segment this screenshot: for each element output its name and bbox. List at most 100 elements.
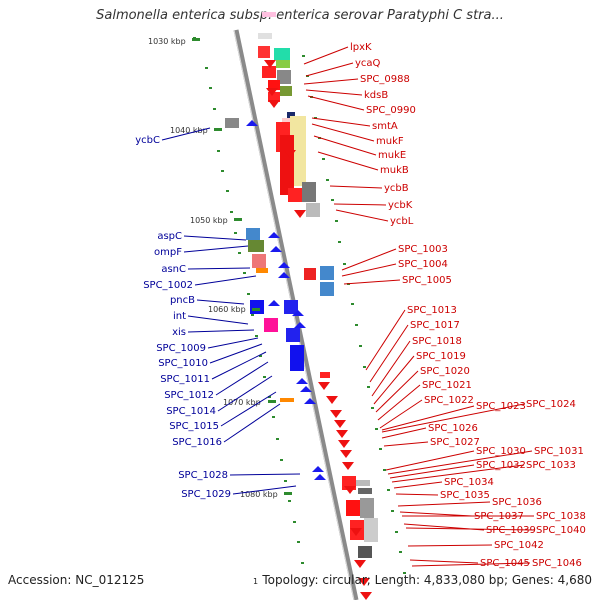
forward-gene-label[interactable]: kdsB: [364, 90, 388, 101]
reverse-gene-label[interactable]: SPC_1009: [156, 343, 206, 354]
forward-gene-label[interactable]: ycbL: [390, 216, 414, 227]
gene-feature: [320, 266, 334, 280]
forward-gene-label[interactable]: mukF: [376, 136, 404, 147]
reverse-gene-label[interactable]: aspC: [157, 231, 182, 242]
reverse-gene-label[interactable]: SPC_1012: [164, 390, 214, 401]
forward-gene-label[interactable]: lpxK: [350, 42, 372, 53]
reverse-gene-leader: [187, 329, 255, 333]
tick-dash: [375, 428, 378, 430]
forward-gene-leader: [371, 340, 411, 397]
forward-gene-label[interactable]: SPC_1026: [428, 423, 478, 434]
forward-gene-leader: [305, 62, 354, 77]
forward-gene-label[interactable]: mukB: [380, 165, 409, 176]
gene-feature: [346, 500, 360, 516]
forward-gene-labels: lpxK ycaQ SPC_0988 kdsB SPC_0990 smtA mukF mukE…: [303, 42, 586, 569]
kbp-tick-label: 1040 kbp: [170, 126, 208, 135]
forward-gene-label[interactable]: SPC_1038: [536, 511, 586, 522]
forward-gene-leader: [373, 355, 415, 405]
forward-gene-label[interactable]: SPC_1023: [476, 401, 526, 412]
forward-arrow: [344, 486, 356, 494]
forward-gene-label[interactable]: SPC_1018: [412, 336, 462, 347]
forward-gene-label[interactable]: SPC_1030: [476, 446, 526, 457]
forward-gene-label[interactable]: SPC_1046: [532, 558, 582, 569]
gene-feature: [268, 80, 280, 90]
forward-gene-label[interactable]: SPC_1040: [536, 525, 586, 536]
tick-dash: [243, 272, 246, 274]
forward-gene-label[interactable]: SPC_1024: [526, 399, 576, 410]
forward-gene-label[interactable]: SPC_1042: [494, 540, 544, 551]
gene-feature: [302, 182, 316, 202]
reverse-gene-label[interactable]: int: [173, 311, 186, 322]
kbp-tick-mark: [214, 128, 222, 131]
tick-dash: [387, 489, 390, 491]
reverse-gene-label[interactable]: SPC_1011: [160, 374, 210, 385]
reverse-gene-label[interactable]: pncB: [170, 295, 195, 306]
forward-gene-leader: [375, 370, 419, 413]
gene-feature: [284, 300, 298, 314]
tick-dash: [263, 376, 266, 378]
reverse-gene-label[interactable]: SPC_1028: [178, 470, 228, 481]
tick-dash: [268, 396, 271, 398]
forward-gene-label[interactable]: SPC_1039: [486, 525, 536, 536]
forward-arrow: [354, 560, 366, 568]
topology-text: Topology: circular; Length: 4,833,080 bp…: [262, 573, 592, 587]
forward-gene-label[interactable]: mukE: [378, 150, 406, 161]
gene-feature: [252, 254, 266, 268]
forward-gene-leader: [341, 263, 397, 277]
reverse-gene-label[interactable]: asnC: [161, 264, 186, 275]
forward-gene-label[interactable]: SPC_1005: [402, 275, 452, 286]
forward-gene-label[interactable]: SPC_1032: [476, 460, 526, 471]
forward-gene-label[interactable]: SPC_0988: [360, 74, 410, 85]
forward-gene-label[interactable]: SPC_1031: [534, 446, 584, 457]
forward-gene-leader: [313, 135, 377, 156]
forward-gene-label[interactable]: SPC_1021: [422, 380, 472, 391]
tick-dash: [359, 345, 362, 347]
forward-gene-leader: [329, 185, 383, 189]
forward-gene-label[interactable]: SPC_1035: [440, 490, 490, 501]
reverse-arrow: [270, 246, 282, 252]
forward-gene-label[interactable]: SPC_0990: [366, 105, 416, 116]
gene-feature: [358, 546, 372, 558]
forward-arrow: [360, 592, 372, 600]
map-title: Salmonella enterica subsp. enterica sero…: [96, 8, 504, 23]
forward-gene-label[interactable]: SPC_1036: [492, 497, 542, 508]
forward-gene-label[interactable]: SPC_1033: [526, 460, 576, 471]
forward-gene-label[interactable]: SPC_1019: [416, 351, 466, 362]
forward-gene-label[interactable]: ycaQ: [355, 58, 381, 69]
reverse-gene-label[interactable]: SPC_1016: [172, 437, 222, 448]
forward-gene-label[interactable]: SPC_1020: [420, 366, 470, 377]
kbp-tick-mark: [234, 218, 242, 221]
forward-gene-label[interactable]: SPC_1027: [430, 437, 480, 448]
forward-gene-label[interactable]: SPC_1003: [398, 244, 448, 255]
reverse-gene-label[interactable]: ycbC: [135, 135, 160, 146]
reverse-gene-label[interactable]: xis: [172, 327, 186, 338]
forward-gene-label[interactable]: SPC_1022: [424, 395, 474, 406]
forward-gene-label[interactable]: SPC_1034: [444, 477, 494, 488]
tick-dash: [272, 416, 275, 418]
forward-gene-leader: [341, 248, 397, 271]
forward-gene-label[interactable]: SPC_1017: [410, 320, 460, 331]
reverse-arrow: [296, 378, 308, 384]
forward-gene-label[interactable]: SPC_1013: [407, 305, 457, 316]
reverse-gene-label[interactable]: SPC_1014: [166, 406, 216, 417]
forward-gene-label[interactable]: smtA: [372, 121, 398, 132]
reverse-gene-label[interactable]: SPC_1029: [181, 489, 231, 500]
forward-gene-leader: [381, 427, 427, 439]
forward-gene-leader: [369, 324, 409, 383]
reverse-gene-label[interactable]: SPC_1002: [143, 280, 193, 291]
forward-gene-label[interactable]: ycbB: [384, 183, 409, 194]
forward-gene-label[interactable]: SPC_1004: [398, 259, 448, 270]
forward-gene-leader: [303, 78, 359, 85]
reverse-gene-label[interactable]: ompF: [154, 247, 182, 258]
forward-gene-label[interactable]: ycbK: [388, 200, 413, 211]
reverse-gene-label[interactable]: SPC_1010: [158, 358, 208, 369]
tick-dash: [395, 531, 398, 533]
gene-feature: [304, 268, 316, 280]
forward-arrow: [294, 210, 306, 218]
reverse-gene-label[interactable]: SPC_1015: [169, 421, 219, 432]
forward-gene-leader: [391, 464, 525, 483]
forward-gene-leader: [317, 151, 379, 171]
kbp-tick-label: 1060 kbp: [208, 305, 246, 314]
gene-feature: [360, 498, 374, 518]
